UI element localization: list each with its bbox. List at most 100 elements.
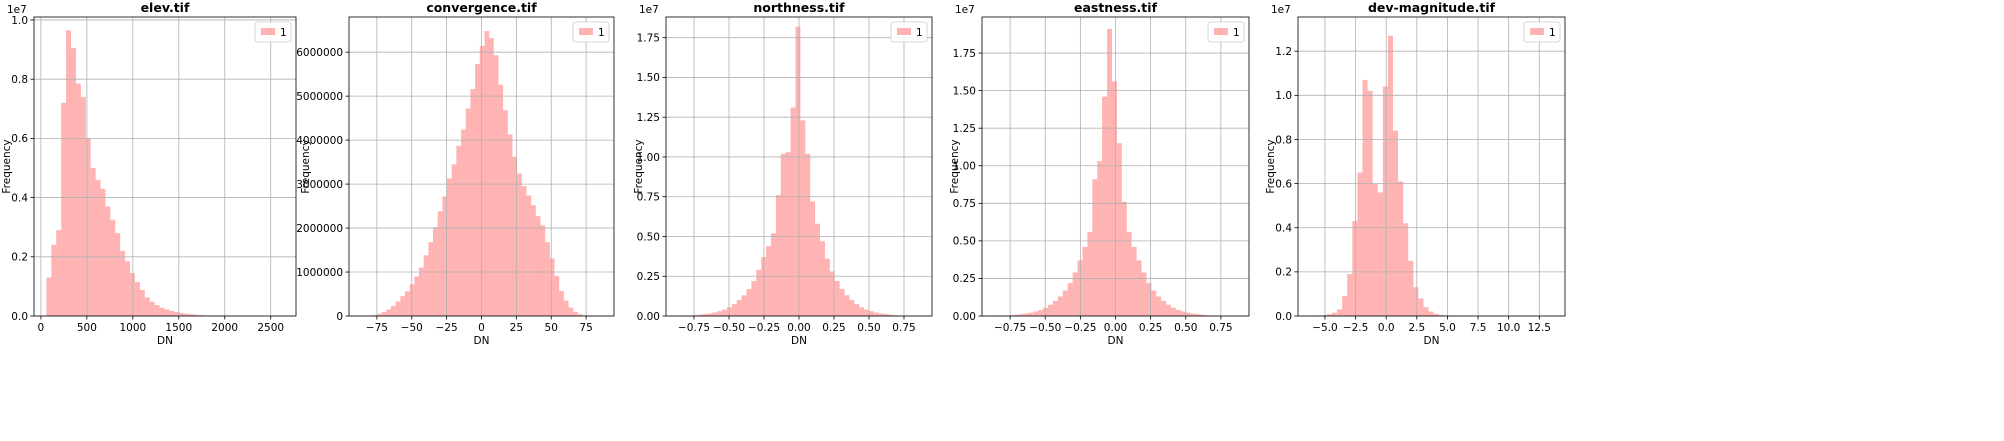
histogram-bar (712, 312, 718, 316)
y-axis-label: Frequency (633, 139, 645, 193)
histogram-bar (376, 313, 382, 316)
y-axis-label: Frequency (1265, 139, 1277, 193)
histogram-bar (731, 304, 737, 316)
histogram-bar (1342, 296, 1348, 316)
histogram-bar (805, 153, 811, 316)
y-tick-label: 0.4 (1275, 223, 1292, 235)
x-tick-label: 12.5 (1528, 322, 1551, 334)
histogram-bar (717, 311, 722, 316)
histogram-bar (1156, 296, 1162, 316)
histogram-bar (1102, 96, 1108, 316)
legend-label: 1 (1233, 27, 1240, 39)
histogram-bar (820, 241, 825, 316)
histogram-bar (1357, 172, 1363, 316)
histogram-bar (1082, 246, 1088, 316)
legend: 1 (1207, 21, 1245, 43)
histogram-bar (526, 195, 532, 316)
histogram-bar (1092, 179, 1098, 316)
chart-panel-3: −0.75 −0.50 −0.25 0.00 0.25 0.50 0.75 0.00 0.25 0… (633, 0, 933, 347)
histogram-bar (489, 38, 494, 317)
histogram-bar (746, 288, 752, 316)
histogram-bar (169, 310, 175, 316)
histogram-bar (1048, 304, 1053, 316)
histogram-bar (139, 289, 145, 316)
histogram-bar (71, 48, 76, 316)
x-tick-label: 0.25 (822, 322, 845, 334)
histogram-bar (563, 300, 569, 316)
histogram-bar (568, 307, 574, 316)
x-tick-label: 50 (545, 322, 558, 334)
histogram-bar (1331, 312, 1338, 316)
histogram-bar (1423, 307, 1429, 316)
x-tick-label: 2000 (211, 322, 238, 334)
x-tick-label: −0.50 (1029, 322, 1061, 334)
x-axis-label: DN (474, 335, 490, 347)
y-tick-label: 0.4 (11, 192, 28, 204)
x-tick-label: 0.75 (892, 322, 915, 334)
histogram-bar (498, 84, 504, 317)
y-tick-label: 0.6 (1275, 178, 1292, 190)
y-axis-label: Frequency (300, 139, 312, 193)
histogram-bar (859, 307, 865, 316)
x-tick-label: −0.50 (713, 322, 745, 334)
y-tick-label: 0.2 (11, 252, 28, 264)
histogram-bar (756, 269, 762, 316)
legend: 1 (1523, 21, 1561, 43)
plot-frame (33, 16, 297, 317)
histogram-bar (90, 167, 96, 316)
x-tick-label: −2.5 (1343, 322, 1369, 334)
x-tick-label: 1000 (119, 322, 146, 334)
histogram-bar (1131, 246, 1137, 316)
histogram-bar (573, 312, 578, 316)
y-tick-label: 1.0 (1275, 90, 1292, 102)
histogram-bar (51, 244, 57, 316)
histogram-bar (433, 227, 438, 316)
histogram-bar (702, 314, 708, 316)
y-axis-label: Frequency (1, 139, 13, 193)
x-tick-label: 0.00 (787, 322, 810, 334)
x-tick-label: 0.50 (857, 322, 880, 334)
x-tick-label: 75 (579, 322, 592, 334)
y-tick-label: 0.25 (953, 273, 976, 285)
histogram-bar (386, 309, 391, 316)
legend-swatch (897, 28, 911, 35)
chart-panel-1: 0 500 1000 1500 2000 2500 0.0 0.2 0.4 0.6 0.8 1.0 el… (1, 0, 297, 347)
x-tick-label: 25 (510, 322, 523, 334)
histogram-bar (1195, 314, 1201, 316)
histogram-bar (189, 314, 194, 316)
legend-swatch (1214, 28, 1228, 35)
legend-label: 1 (598, 27, 605, 39)
histogram-bar (521, 186, 527, 316)
histogram-bar (159, 307, 165, 316)
legend-swatch (261, 28, 275, 35)
histogram-bar (1377, 192, 1383, 316)
x-tick-label: 0.0 (1378, 322, 1395, 334)
histogram-bar (1028, 312, 1034, 316)
y-tick-label: 1.00 (637, 152, 660, 164)
axis-offset-text: 1e7 (7, 4, 27, 16)
histogram-bar (1171, 307, 1176, 316)
legend-label: 1 (1549, 27, 1556, 39)
x-axis-label: DN (1108, 335, 1124, 347)
histogram-bar (1403, 223, 1409, 316)
y-tick-label: 1.00 (953, 161, 976, 173)
histogram-bar (1433, 313, 1439, 316)
histogram-bar (849, 300, 855, 316)
histogram-bar (1175, 309, 1181, 316)
histogram-bar (115, 233, 121, 316)
x-tick-label: −25 (436, 322, 458, 334)
x-tick-label: 500 (77, 322, 97, 334)
histogram-bar (470, 89, 476, 316)
legend: 1 (890, 21, 928, 43)
histogram-bar (110, 219, 116, 316)
y-tick-label: 5000000 (296, 91, 343, 103)
histogram-bar (400, 296, 405, 316)
y-tick-label: 0.75 (953, 198, 976, 210)
x-axis-label: DN (157, 335, 173, 347)
histogram-bar (1382, 86, 1388, 316)
histogram-bar (1180, 311, 1186, 316)
histogram-bar (1367, 90, 1373, 316)
histogram-bar (414, 276, 420, 316)
histogram-bar (423, 255, 429, 316)
x-tick-label: −0.25 (748, 322, 780, 334)
